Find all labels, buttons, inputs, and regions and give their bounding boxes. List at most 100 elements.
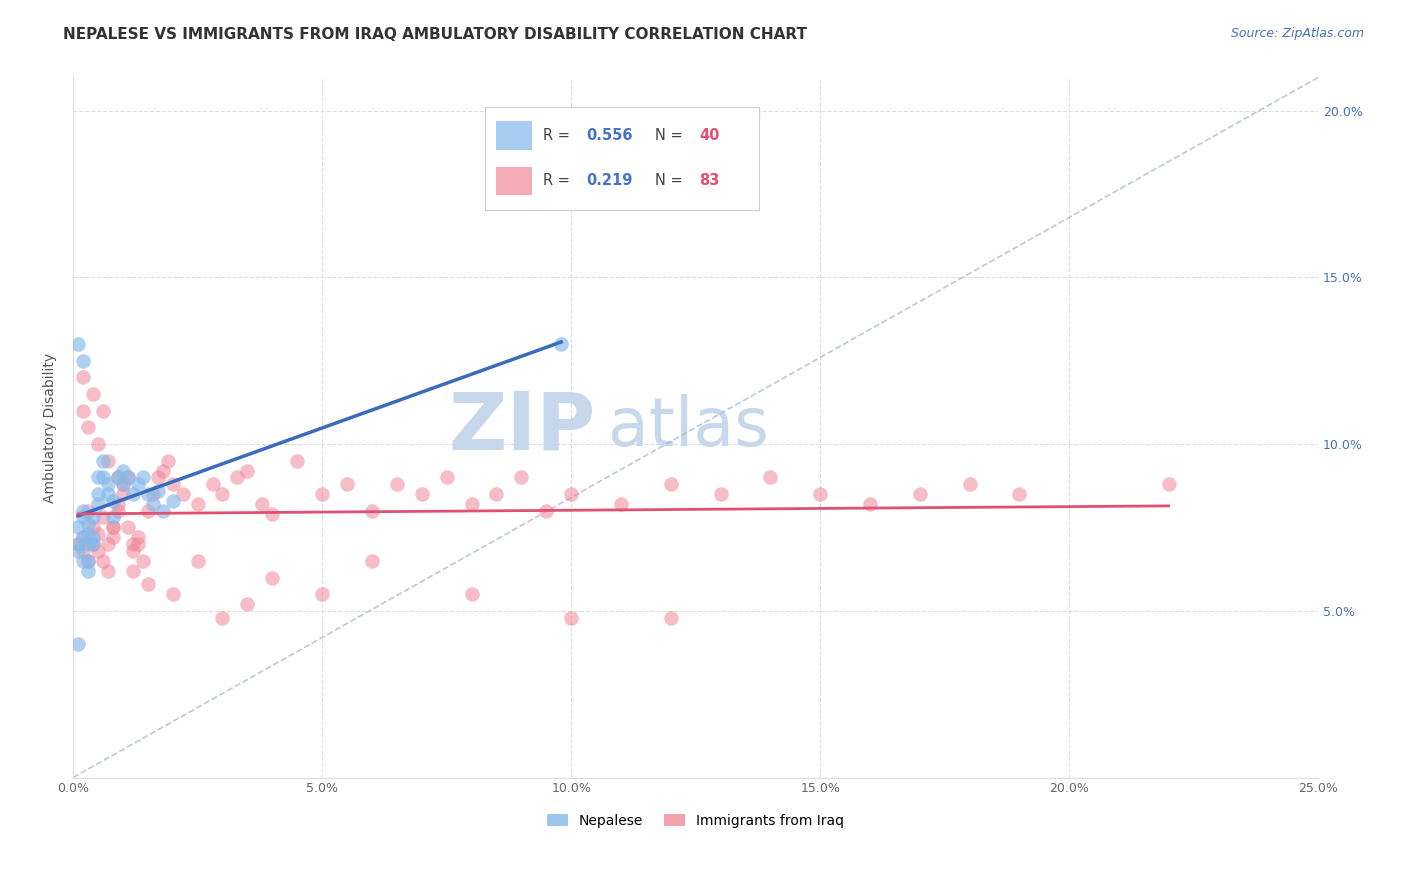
Point (534, 504, 557, 518)
Point (236, 464, 259, 478)
Point (87, 544, 110, 558)
Point (127, 537, 149, 551)
Legend: Nepalese, Immigrants from Iraq: Nepalese, Immigrants from Iraq (541, 808, 849, 834)
Point (211, 487, 233, 501)
Point (67, 537, 90, 551)
Text: Source: ZipAtlas.com: Source: ZipAtlas.com (1230, 27, 1364, 40)
Point (152, 504, 174, 518)
FancyBboxPatch shape (496, 121, 531, 150)
Point (72, 504, 94, 518)
Point (187, 497, 209, 511)
Point (87, 437, 110, 451)
Point (808, 487, 831, 501)
Point (67, 520, 90, 534)
Point (77, 517, 100, 532)
Point (187, 554, 209, 568)
Point (132, 554, 155, 568)
Point (67, 537, 90, 551)
Text: R =: R = (543, 128, 574, 144)
Point (72, 531, 94, 545)
Point (610, 497, 633, 511)
Point (67, 637, 90, 651)
Point (77, 537, 100, 551)
Point (91, 510, 114, 524)
Point (97, 487, 120, 501)
Point (82, 387, 104, 401)
Point (550, 337, 572, 351)
Point (67, 544, 90, 558)
Point (117, 520, 139, 534)
Point (361, 554, 384, 568)
Point (82, 510, 104, 524)
Text: N =: N = (655, 128, 688, 144)
Point (136, 577, 159, 591)
Point (82, 531, 104, 545)
Point (560, 610, 582, 624)
Point (136, 487, 159, 501)
Point (107, 497, 129, 511)
Point (336, 477, 359, 491)
Point (142, 487, 165, 501)
Text: 0.556: 0.556 (586, 128, 633, 144)
Point (91, 470, 114, 484)
Point (121, 564, 143, 578)
Point (101, 531, 124, 545)
Point (101, 520, 124, 534)
Point (510, 470, 533, 484)
Point (252, 497, 274, 511)
Point (908, 487, 931, 501)
Point (82, 537, 104, 551)
Point (146, 483, 169, 498)
Point (285, 454, 308, 468)
Point (91, 454, 114, 468)
Point (77, 554, 100, 568)
Point (97, 564, 120, 578)
Point (97, 537, 120, 551)
Point (111, 464, 134, 478)
Point (77, 504, 100, 518)
Point (77, 554, 100, 568)
Point (101, 493, 124, 508)
Point (142, 497, 165, 511)
Text: 83: 83 (699, 173, 720, 188)
Point (97, 454, 120, 468)
Point (859, 497, 882, 511)
Point (77, 420, 100, 434)
Text: N =: N = (655, 173, 688, 188)
Point (460, 587, 482, 601)
Point (460, 497, 482, 511)
Point (132, 470, 155, 484)
Point (385, 477, 408, 491)
Text: atlas: atlas (609, 394, 769, 460)
Point (262, 507, 284, 521)
Point (436, 470, 458, 484)
Point (1157, 477, 1180, 491)
Point (117, 470, 139, 484)
Point (262, 570, 284, 584)
Point (201, 477, 224, 491)
Point (107, 470, 129, 484)
Point (72, 404, 94, 418)
Point (162, 477, 184, 491)
Text: ZIP: ZIP (449, 389, 596, 467)
Point (87, 497, 110, 511)
Point (146, 470, 169, 484)
Point (236, 597, 259, 611)
Point (87, 527, 110, 541)
Point (72, 370, 94, 384)
Point (659, 477, 682, 491)
Point (959, 477, 981, 491)
Text: R =: R = (543, 173, 574, 188)
Point (152, 464, 174, 478)
Point (72, 353, 94, 368)
Point (77, 527, 100, 541)
Point (82, 520, 104, 534)
Point (107, 504, 129, 518)
Point (72, 531, 94, 545)
Point (127, 477, 149, 491)
Point (311, 587, 333, 601)
Text: 40: 40 (699, 128, 720, 144)
Point (659, 610, 682, 624)
Point (311, 487, 333, 501)
Point (136, 504, 159, 518)
